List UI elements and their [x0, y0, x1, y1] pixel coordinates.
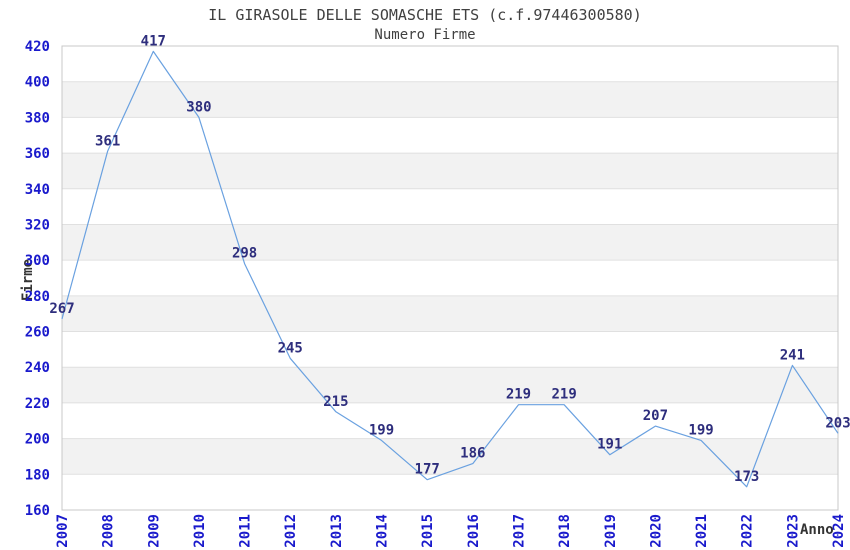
plot-background	[62, 46, 838, 510]
data-label: 219	[506, 387, 531, 403]
x-tick-label: 2019	[603, 514, 619, 548]
data-label: 219	[551, 387, 576, 403]
data-line	[61, 50, 839, 488]
plot-band	[62, 153, 838, 189]
y-tick-label: 420	[25, 39, 50, 55]
x-tick-label: 2010	[192, 514, 208, 548]
x-tick-label: 2015	[420, 514, 436, 548]
data-label: 207	[643, 408, 668, 424]
data-label: 361	[95, 133, 120, 149]
data-label: 186	[460, 446, 485, 462]
data-label: 241	[780, 347, 805, 363]
data-label: 298	[232, 246, 257, 262]
data-label: 267	[49, 301, 74, 317]
y-tick-label: 380	[25, 110, 50, 126]
x-tick-label: 2021	[694, 514, 710, 548]
data-label: 215	[323, 394, 348, 410]
x-tick-label: 2008	[101, 514, 117, 548]
plot-band	[62, 438, 838, 475]
data-label: 191	[597, 437, 622, 453]
plot-border	[61, 45, 839, 511]
x-tick-label: 2007	[55, 514, 71, 548]
plot-band	[62, 295, 838, 332]
data-label: 173	[734, 469, 759, 485]
chart-title: IL GIRASOLE DELLE SOMASCHE ETS (c.f.9744…	[208, 6, 642, 24]
data-label: 199	[369, 422, 394, 438]
plot-band	[62, 224, 838, 261]
x-tick-label: 2023	[785, 514, 801, 548]
data-label: 417	[141, 33, 166, 49]
y-tick-label: 360	[25, 146, 50, 162]
y-tick-label: 340	[25, 182, 50, 198]
y-tick-label: 400	[25, 75, 50, 91]
x-tick-label: 2024	[831, 514, 847, 548]
data-label: 199	[688, 422, 713, 438]
x-tick-label: 2012	[283, 514, 299, 548]
y-tick-label: 320	[25, 217, 50, 233]
x-axis-title: Anno	[800, 522, 834, 538]
x-tick-label: 2022	[740, 514, 756, 548]
data-label: 245	[278, 340, 303, 356]
x-tick-label: 2018	[557, 514, 573, 548]
x-tick-label: 2016	[466, 514, 482, 548]
y-tick-label: 180	[25, 467, 50, 483]
x-tick-label: 2009	[146, 514, 162, 548]
x-tick-label: 2014	[375, 514, 391, 548]
plot-band	[62, 367, 838, 403]
x-tick-label: 2020	[648, 514, 664, 548]
y-tick-label: 200	[25, 432, 50, 448]
y-tick-label: 220	[25, 396, 50, 412]
y-tick-label: 300	[25, 253, 50, 269]
y-tick-label: 260	[25, 325, 50, 341]
y-tick-label: 160	[25, 503, 50, 519]
y-tick-label: 280	[25, 289, 50, 305]
data-label: 380	[186, 99, 211, 115]
chart-subtitle: Numero Firme	[374, 27, 476, 43]
x-tick-label: 2017	[511, 514, 527, 548]
x-tick-label: 2013	[329, 514, 345, 548]
data-label: 203	[825, 415, 850, 431]
plot-band	[62, 81, 838, 118]
data-label: 177	[415, 462, 440, 478]
x-tick-label: 2011	[238, 514, 254, 548]
y-tick-label: 240	[25, 360, 50, 376]
